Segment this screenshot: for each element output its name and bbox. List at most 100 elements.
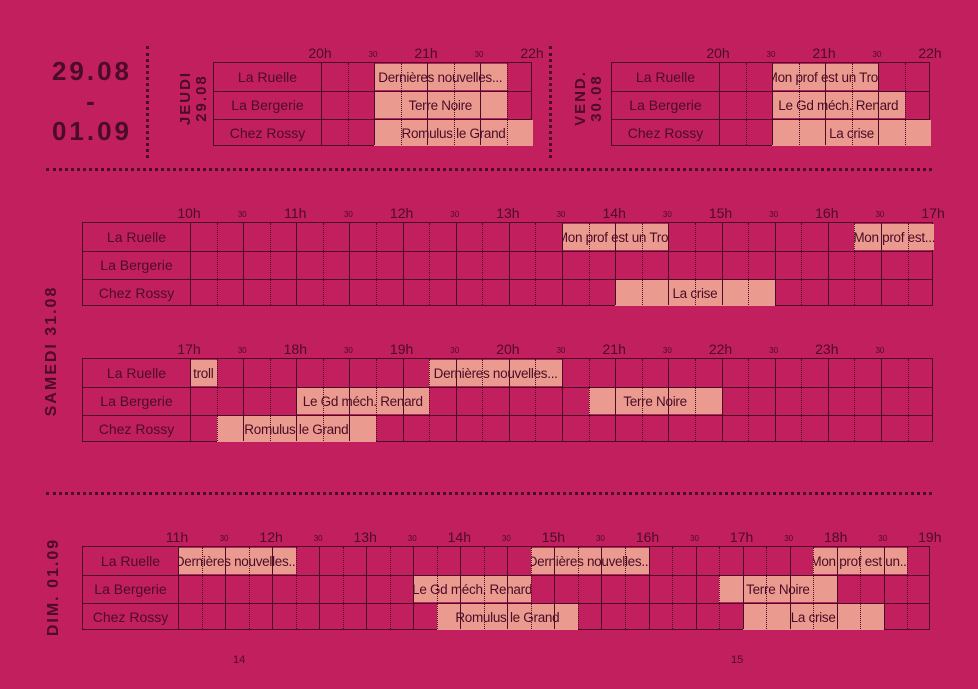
half-hour-label: 30 <box>766 50 776 59</box>
quarter-gridline <box>216 223 218 305</box>
hour-gridline <box>366 547 368 629</box>
hour-gridline <box>827 359 829 441</box>
quarter-gridline <box>766 547 768 629</box>
quarter-gridline <box>243 359 245 441</box>
quarter-gridline <box>413 547 415 629</box>
event-block: Dernières nouvelles... <box>178 548 296 574</box>
hour-label: 10h <box>177 205 201 221</box>
quarter-gridline <box>482 359 484 441</box>
event-block: Le Gd méch. Renard <box>772 92 905 118</box>
half-hour-label: 30 <box>219 534 229 543</box>
quarter-gridline <box>588 359 590 441</box>
quarter-gridline <box>878 63 879 145</box>
row-divider <box>214 119 531 120</box>
hour-label: 17h <box>729 529 754 545</box>
venue-label: Chez Rossy <box>92 609 169 625</box>
quarter-gridline <box>694 359 696 441</box>
quarter-gridline <box>342 547 344 629</box>
quarter-gridline <box>883 547 885 629</box>
hour-gridline <box>721 223 723 305</box>
date-range-end: 01.09 <box>51 116 133 146</box>
quarter-gridline <box>854 359 856 441</box>
quarter-gridline <box>530 547 532 629</box>
hour-gridline <box>190 359 191 441</box>
hour-label: 12h <box>259 529 283 545</box>
hour-gridline <box>190 223 191 305</box>
hour-gridline <box>719 63 720 145</box>
venue-label: Chez Rossy <box>627 125 704 141</box>
half-hour-label: 30 <box>237 346 247 355</box>
schedule-grid-saturday-evening: 17h 30 18h 30 19h 30 20h 30 21h 30 22h 30 23h 30 troll… <box>82 340 934 442</box>
quarter-gridline <box>389 547 391 629</box>
quarter-gridline <box>774 223 776 305</box>
half-hour-label: 30 <box>343 346 353 355</box>
quarter-gridline <box>672 547 674 629</box>
row-divider <box>612 119 929 120</box>
hour-label: 22h <box>918 45 942 61</box>
quarter-gridline <box>719 547 721 629</box>
hour-gridline <box>178 547 179 629</box>
event-block: Mon prof est... <box>854 224 935 250</box>
quarter-gridline <box>269 359 271 441</box>
quarter-gridline <box>535 223 537 305</box>
quarter-gridline <box>347 63 349 145</box>
quarter-gridline <box>801 223 803 305</box>
schedule-grid-thursday: 20h 30 21h 30 22h Dernières nouvelles... Terre… <box>213 44 544 146</box>
venue-label: La Bergerie <box>629 97 702 113</box>
half-hour-label: 30 <box>343 210 353 219</box>
hour-label: 18h <box>824 529 848 545</box>
half-hour-label: 30 <box>875 346 885 355</box>
hour-gridline <box>508 223 510 305</box>
half-hour-label: 30 <box>595 534 605 543</box>
quarter-gridline <box>904 63 906 145</box>
hour-label: 15h <box>541 529 566 545</box>
hour-label: 20h <box>496 341 520 357</box>
quarter-gridline <box>801 359 803 441</box>
quarter-gridline <box>789 547 791 629</box>
half-hour-label: 30 <box>690 534 699 543</box>
hour-gridline <box>427 63 428 145</box>
event-block: Le Gd méch. Renard <box>413 576 531 602</box>
hour-label: 14h <box>447 529 471 545</box>
event-block: Terre Noire <box>588 388 722 414</box>
date-range-start: 29.08 <box>51 56 133 86</box>
hour-label: 19h <box>389 341 414 357</box>
quarter-gridline <box>243 223 245 305</box>
quarter-gridline <box>535 359 537 441</box>
hour-label: 21h <box>414 45 438 61</box>
row-divider <box>83 279 933 280</box>
quarter-gridline <box>668 359 670 441</box>
row-divider <box>83 603 929 604</box>
hour-label: 16h <box>815 205 839 221</box>
venue-label: La Ruelle <box>106 365 167 381</box>
quarter-gridline <box>319 547 321 629</box>
half-hour-label: 30 <box>407 534 417 543</box>
quarter-gridline <box>349 359 351 441</box>
divider-vertical-left <box>146 46 149 158</box>
venue-label: La Bergerie <box>100 257 173 273</box>
venue-label: La Bergerie <box>100 393 173 409</box>
quarter-gridline <box>400 63 402 145</box>
venue-label: Chez Rossy <box>98 421 175 437</box>
quarter-gridline <box>295 547 297 629</box>
quarter-gridline <box>507 547 509 629</box>
row-divider <box>83 415 933 416</box>
venue-label: La Ruelle <box>100 553 161 569</box>
hour-gridline <box>296 359 298 441</box>
half-hour-label: 30 <box>474 50 484 59</box>
event-block: Le Gd méch. Renard <box>296 388 430 414</box>
half-hour-label: 30 <box>368 50 378 59</box>
event-block: Romulus le Grand <box>436 604 578 630</box>
page-number-right: 15 <box>731 654 744 666</box>
venue-label: La Ruelle <box>106 229 167 245</box>
hour-gridline <box>827 223 829 305</box>
hour-label: 20h <box>706 45 730 61</box>
hour-gridline <box>721 359 723 441</box>
hour-gridline <box>648 547 650 629</box>
venue-label: La Ruelle <box>635 69 696 85</box>
half-hour-label: 30 <box>875 210 885 219</box>
venue-label: Chez Rossy <box>229 125 306 141</box>
hour-gridline <box>402 359 404 441</box>
half-hour-label: 30 <box>313 534 323 543</box>
divider-horizontal-top <box>46 168 932 171</box>
